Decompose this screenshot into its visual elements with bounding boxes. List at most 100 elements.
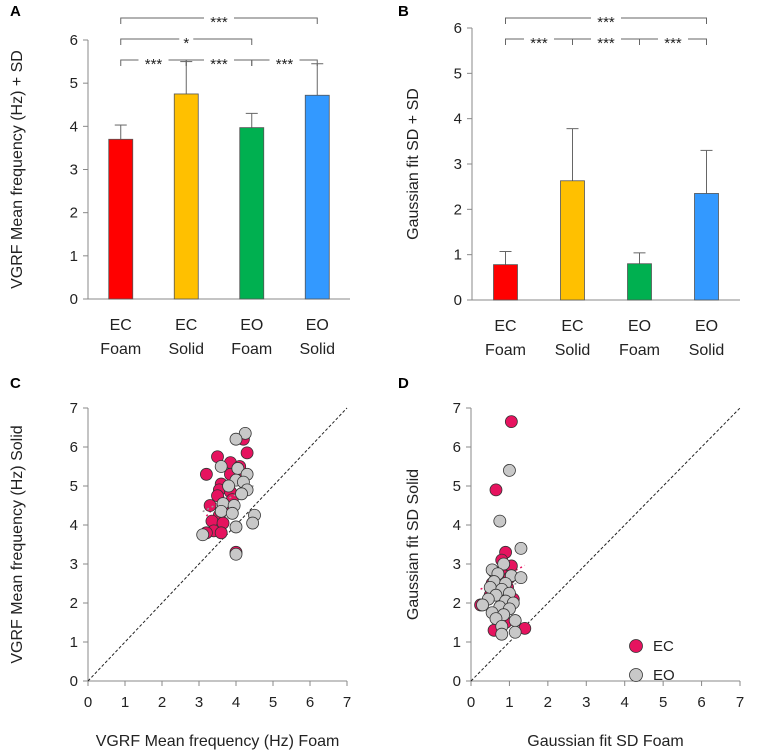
- y-tick-label: 4: [70, 118, 78, 135]
- x-tick-label: 6: [697, 694, 705, 711]
- category-label-line2: Foam: [485, 342, 526, 359]
- x-tick-label: 3: [195, 694, 203, 711]
- significance-gap-0: [591, 15, 621, 21]
- identity-line: [470, 407, 741, 682]
- point-eo-25: [508, 625, 522, 639]
- y-tick-label: 3: [70, 556, 78, 573]
- y-tick-label: 6: [70, 439, 78, 456]
- significance-gap-3: [658, 36, 688, 42]
- y-tick-label: 6: [454, 20, 462, 37]
- y-tick-label: 1: [70, 634, 78, 651]
- legend-label-ec: EC: [653, 638, 674, 655]
- y-tick-label: 2: [454, 201, 462, 218]
- significance-gap-0: [204, 15, 234, 21]
- point-eo-2: [214, 460, 228, 473]
- y-tick-label: 5: [70, 75, 78, 92]
- point-eo-16: [229, 520, 243, 534]
- panel-letter-c: C: [10, 375, 21, 392]
- y-tick-label: 0: [70, 673, 78, 690]
- significance-label-0: ***: [210, 14, 228, 31]
- point-eo-1: [493, 514, 507, 528]
- point-eo-3: [497, 557, 511, 571]
- category-label-line2: Solid: [168, 341, 204, 358]
- point-eo-26: [495, 627, 509, 641]
- category-label-line1: EC: [494, 318, 516, 335]
- significance-label-4: ***: [276, 56, 294, 73]
- point-ec-20: [214, 526, 228, 540]
- legend-label-eo: EO: [653, 667, 675, 684]
- category-label-line1: EO: [628, 318, 651, 335]
- point-ec-13: [203, 499, 217, 512]
- y-tick-label: 3: [70, 162, 78, 179]
- bar-0: [493, 264, 518, 301]
- point-eo-0: [503, 463, 516, 477]
- y-tick-label: 7: [453, 400, 461, 417]
- y-tick-label: 0: [70, 291, 78, 308]
- panel-d: D 0 1 2 3 4 5 6 7 0 1 2 3 4 5 6 7 Gaussian fit SD Solid Ga…: [398, 375, 744, 750]
- bar-1: [173, 93, 199, 300]
- y-tick-label: 1: [454, 247, 462, 264]
- y-tick-label: 5: [70, 478, 78, 495]
- x-tick-label: 1: [505, 694, 513, 711]
- y-axis-title: VGRF Mean frequency (Hz) Solid: [9, 425, 26, 663]
- panel-a: A 0 1 2 3 4 5 6 VGRF Mean frequency (Hz) + SD EC F…: [9, 3, 350, 358]
- y-tick-label: 0: [454, 292, 462, 309]
- category-label-line1: EC: [561, 318, 583, 335]
- category-label-line2: Solid: [299, 341, 335, 358]
- category-label-line1: EO: [240, 317, 263, 334]
- bar-1: [560, 180, 585, 301]
- x-tick-label: 6: [306, 694, 314, 711]
- point-eo-1: [229, 432, 243, 446]
- y-tick-label: 3: [454, 156, 462, 173]
- point-eo-17: [196, 528, 210, 542]
- panel-letter-b: B: [398, 3, 409, 20]
- significance-label-0: ***: [597, 14, 615, 31]
- y-tick-label: 2: [453, 595, 461, 612]
- y-tick-label: 1: [453, 634, 461, 651]
- point-ec-0: [504, 415, 518, 429]
- bar-2: [239, 127, 265, 300]
- significance-gap-2: [138, 57, 169, 63]
- significance-gap-3: [204, 57, 234, 63]
- point-eo-14: [225, 506, 239, 520]
- y-tick-label: 4: [453, 517, 461, 534]
- bar-3: [304, 94, 330, 300]
- significance-label-1: ***: [530, 35, 548, 52]
- significance-gap-1: [524, 36, 554, 42]
- significance-label-2: ***: [597, 35, 615, 52]
- panel-letter-a: A: [10, 3, 21, 20]
- point-ec-1: [489, 483, 503, 497]
- point-eo-13: [214, 504, 228, 518]
- x-tick-label: 2: [158, 694, 166, 711]
- identity-line: [87, 407, 348, 682]
- y-tick-label: 4: [70, 517, 78, 534]
- y-tick-label: 5: [454, 65, 462, 82]
- category-label-line1: EO: [695, 318, 718, 335]
- x-axis-title: VGRF Mean frequency (Hz) Foam: [96, 733, 340, 750]
- y-tick-label: 1: [70, 248, 78, 265]
- category-label-line1: EC: [110, 317, 132, 334]
- y-tick-label: 2: [70, 205, 78, 222]
- significance-label-1: *: [183, 35, 189, 52]
- point-eo-7: [222, 479, 236, 493]
- point-eo-15: [246, 516, 260, 530]
- x-tick-label: 2: [544, 694, 552, 711]
- x-tick-label: 4: [232, 694, 240, 711]
- y-tick-label: 4: [454, 111, 462, 128]
- x-axis-title: Gaussian fit SD Foam: [527, 733, 684, 750]
- x-tick-label: 0: [467, 694, 475, 711]
- x-tick-label: 5: [269, 694, 277, 711]
- x-tick-label: 0: [84, 694, 92, 711]
- x-tick-label: 4: [621, 694, 629, 711]
- x-tick-label: 7: [736, 694, 744, 711]
- point-eo-2: [514, 542, 528, 555]
- category-label-line1: EC: [175, 317, 197, 334]
- point-ec-5: [199, 467, 213, 481]
- panel-b: B 0 1 2 3 4 5 6 Gaussian fit SD + SD EC Foam EC Soli…: [398, 3, 740, 359]
- significance-gap-2: [591, 36, 621, 42]
- point-eo-17: [476, 598, 489, 612]
- point-eo-23: [508, 614, 522, 627]
- y-tick-label: 3: [453, 556, 461, 573]
- y-tick-label: 0: [453, 673, 461, 690]
- legend-marker-ec: [629, 639, 643, 653]
